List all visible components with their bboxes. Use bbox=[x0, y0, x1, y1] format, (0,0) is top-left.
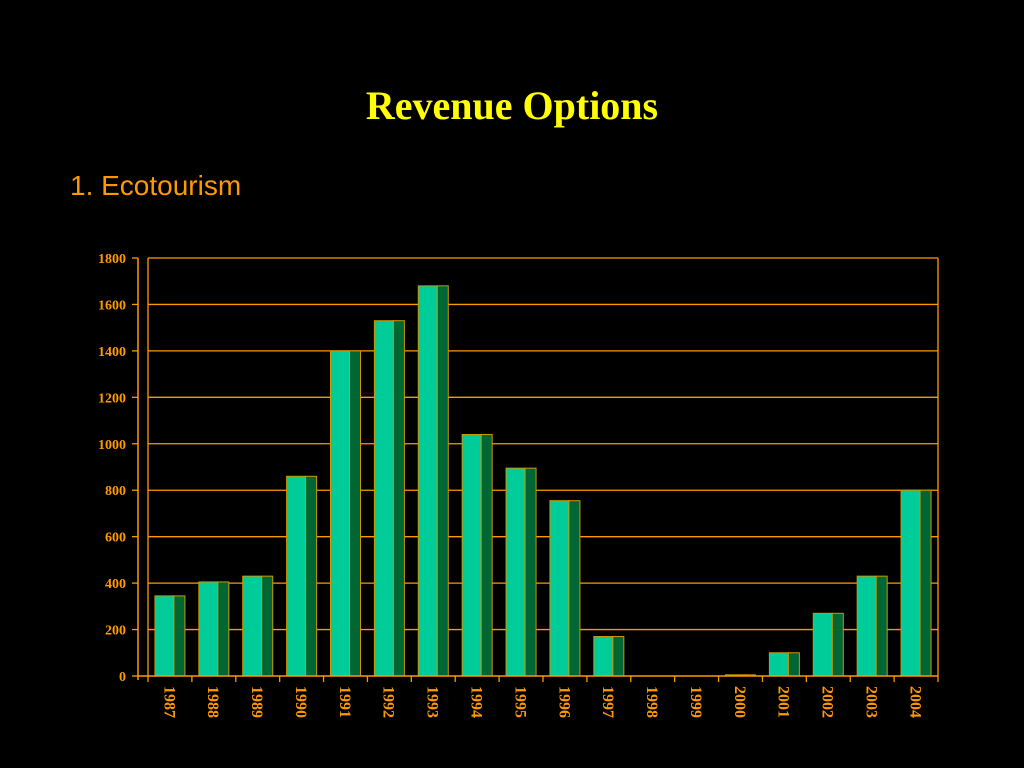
x-tick-label: 2004 bbox=[906, 686, 923, 718]
bar-front bbox=[373, 320, 394, 677]
x-tick-label: 1991 bbox=[336, 686, 353, 718]
slide-subtitle: 1. Ecotourism bbox=[70, 170, 242, 201]
bar-side bbox=[919, 489, 932, 677]
x-tick-label: 1994 bbox=[467, 686, 484, 718]
y-tick-label: 200 bbox=[105, 624, 126, 639]
bar-side bbox=[480, 433, 493, 677]
x-tick-label: 1989 bbox=[248, 686, 265, 718]
bar-side bbox=[612, 636, 625, 677]
bar-side bbox=[831, 612, 844, 677]
bar-front bbox=[900, 489, 921, 677]
x-tick-label: 1997 bbox=[599, 686, 616, 718]
y-tick-label: 1000 bbox=[98, 438, 126, 453]
y-tick-label: 1200 bbox=[98, 391, 126, 406]
y-tick-label: 600 bbox=[105, 531, 126, 546]
bar-side bbox=[436, 285, 449, 677]
y-tick-label: 800 bbox=[105, 484, 126, 499]
y-tick-labels: 0 200 400 600 800 1000 1200 1400 1600 1800 bbox=[98, 252, 126, 685]
bar-front bbox=[505, 467, 526, 677]
bar-front bbox=[198, 581, 219, 677]
bar-front bbox=[549, 500, 570, 677]
bars bbox=[154, 285, 932, 677]
bar-front bbox=[286, 475, 307, 677]
bar-side bbox=[349, 350, 361, 677]
bar-side bbox=[217, 581, 230, 677]
x-tick-label: 1999 bbox=[687, 686, 704, 718]
x-tick-label: 1993 bbox=[424, 686, 441, 718]
bar-side bbox=[875, 575, 888, 677]
grid-lines bbox=[148, 257, 938, 631]
x-tick-labels: 1987 1988 1989 1990 1991 1992 1993 1994 1995 1996… bbox=[160, 686, 923, 718]
x-tick-label: 1987 bbox=[160, 686, 177, 718]
y-tick-label: 1800 bbox=[98, 252, 126, 267]
x-tick-label: 2001 bbox=[775, 686, 792, 718]
bar-side bbox=[524, 467, 537, 677]
bar-side bbox=[568, 500, 581, 677]
bar-side bbox=[261, 575, 274, 677]
bar-front bbox=[461, 433, 482, 677]
axes bbox=[132, 257, 939, 682]
y-tick-label: 1400 bbox=[98, 345, 126, 360]
x-tick-label: 1995 bbox=[511, 686, 528, 718]
x-tick-label: 2003 bbox=[862, 686, 879, 718]
y-tick-label: 0 bbox=[119, 670, 126, 685]
x-tick-label: 2000 bbox=[731, 686, 748, 718]
bar-side bbox=[173, 595, 186, 677]
x-tick-label: 2002 bbox=[819, 686, 836, 718]
bar-front bbox=[242, 575, 263, 677]
bar-front bbox=[330, 350, 350, 677]
x-tick-label: 1996 bbox=[555, 686, 572, 718]
bar-front bbox=[856, 575, 877, 677]
x-tick-label: 1992 bbox=[380, 686, 397, 718]
x-tick-label: 1990 bbox=[292, 686, 309, 718]
bar-side bbox=[787, 652, 800, 677]
x-tick-label: 1998 bbox=[643, 686, 660, 718]
bar-side bbox=[392, 320, 405, 677]
bar-front bbox=[593, 636, 614, 677]
slide-title: Revenue Options bbox=[365, 83, 659, 128]
bar-front bbox=[154, 595, 175, 677]
bar-front bbox=[812, 612, 833, 677]
x-tick-label: 1988 bbox=[204, 686, 221, 718]
y-tick-label: 400 bbox=[105, 577, 126, 592]
bar-front bbox=[768, 652, 789, 677]
bar-front bbox=[417, 285, 438, 677]
bar-side bbox=[305, 475, 318, 677]
y-tick-label: 1600 bbox=[98, 298, 126, 313]
